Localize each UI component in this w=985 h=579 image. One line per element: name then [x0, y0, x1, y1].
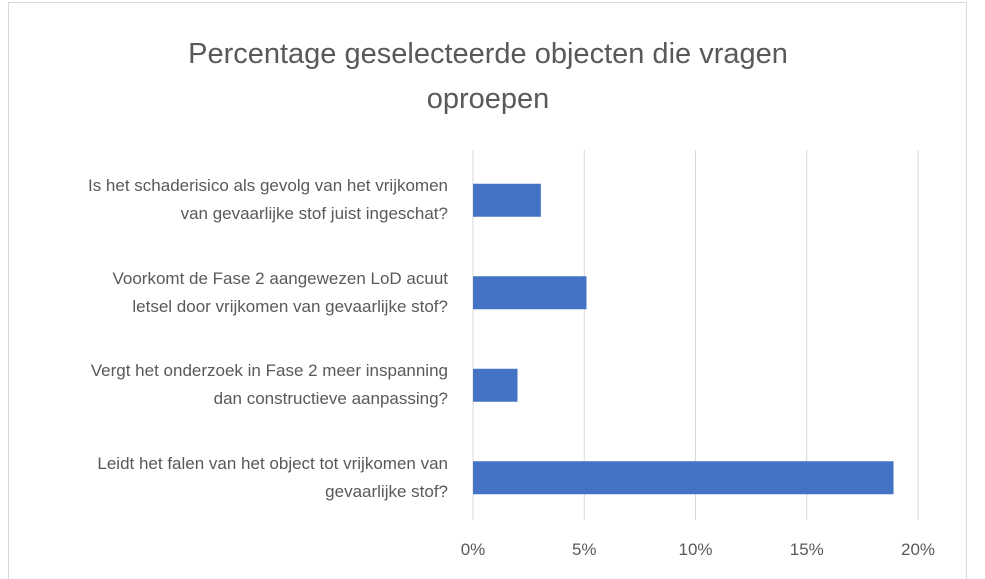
- x-tick-label: 15%: [789, 540, 824, 559]
- chart-frame: [8, 2, 967, 579]
- chart-title: Percentage geselecteerde objecten die vr…: [188, 38, 788, 115]
- bar: [473, 276, 587, 310]
- bar: [473, 368, 518, 402]
- y-tick-label: Is het schaderisico als gevolg van het v…: [87, 176, 448, 224]
- bar: [473, 183, 541, 217]
- x-tick-label: 0%: [460, 540, 486, 559]
- x-tick-label: 10%: [678, 540, 713, 559]
- bar: [473, 461, 894, 495]
- x-tick-label: 5%: [571, 540, 597, 559]
- y-tick-label: Voorkomt de Fase 2 aangewezen LoD acuut …: [112, 268, 449, 316]
- x-tick-label: 20%: [900, 540, 936, 559]
- y-tick-label: Vergt het onderzoek in Fase 2 meer inspa…: [90, 361, 448, 409]
- y-tick-label: Leidt het falen van het object tot vrijk…: [97, 453, 448, 501]
